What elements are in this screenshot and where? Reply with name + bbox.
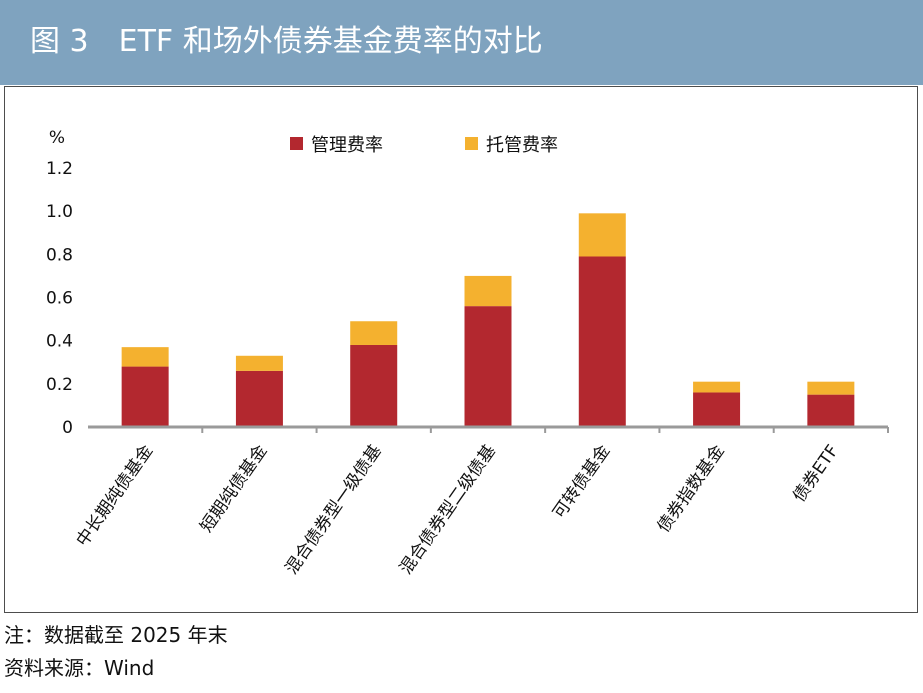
- bar-management-fee: [693, 392, 741, 427]
- x-axis: 中长期纯债基金 短期纯债基金 混合债券型一级债基 混合债券型二级债基 可转债基金 债券指数…: [73, 427, 889, 578]
- bars: [121, 213, 855, 427]
- legend-label-management: 管理费率: [311, 135, 383, 156]
- x-category-label: 混合债券型一级债基: [282, 441, 386, 578]
- bar-management-fee: [578, 256, 626, 427]
- header-bar: 图 3 ETF 和场外债券基金费率的对比: [0, 0, 923, 85]
- y-tick-label: 1.0: [46, 202, 73, 222]
- y-axis: 0 0.2 0.4 0.6 0.8 1.0 1.2: [46, 159, 73, 438]
- bar-management-fee: [807, 394, 855, 427]
- bar-custody-fee: [464, 275, 512, 307]
- source-note: 资料来源：Wind: [4, 656, 155, 680]
- footnote: 注：数据截至 2025 年末: [4, 623, 228, 647]
- x-category-label: 可转债基金: [549, 441, 614, 522]
- legend-label-custody: 托管费率: [486, 135, 558, 156]
- y-tick-label: 1.2: [46, 159, 73, 179]
- bar-management-fee: [235, 370, 283, 427]
- y-tick-label: 0.4: [46, 332, 73, 352]
- legend: 管理费率 托管费率: [290, 135, 558, 156]
- bar-custody-fee: [235, 355, 283, 371]
- x-category-label: 短期纯债基金: [197, 441, 272, 536]
- bar-custody-fee: [350, 321, 398, 345]
- y-tick-label: 0: [62, 418, 73, 438]
- x-category-label: 中长期纯债基金: [73, 441, 158, 550]
- legend-swatch-custody: [465, 137, 478, 150]
- bar-management-fee: [121, 366, 169, 427]
- legend-swatch-management: [290, 137, 303, 150]
- bar-custody-fee: [693, 381, 741, 393]
- bar-management-fee: [464, 306, 512, 427]
- y-tick-label: 0.2: [46, 375, 73, 395]
- y-tick-label: 0.8: [46, 245, 73, 265]
- bar-custody-fee: [807, 381, 855, 395]
- bar-custody-fee: [578, 213, 626, 257]
- bar-custody-fee: [121, 347, 169, 367]
- y-tick-label: 0.6: [46, 289, 73, 309]
- bar-management-fee: [350, 344, 398, 427]
- x-category-label: 债券ETF: [789, 441, 843, 506]
- x-category-label: 混合债券型二级债基: [396, 441, 500, 578]
- y-unit-label: %: [49, 128, 65, 148]
- x-category-label: 债券指数基金: [654, 441, 729, 536]
- figure-title: 图 3 ETF 和场外债券基金费率的对比: [30, 24, 543, 59]
